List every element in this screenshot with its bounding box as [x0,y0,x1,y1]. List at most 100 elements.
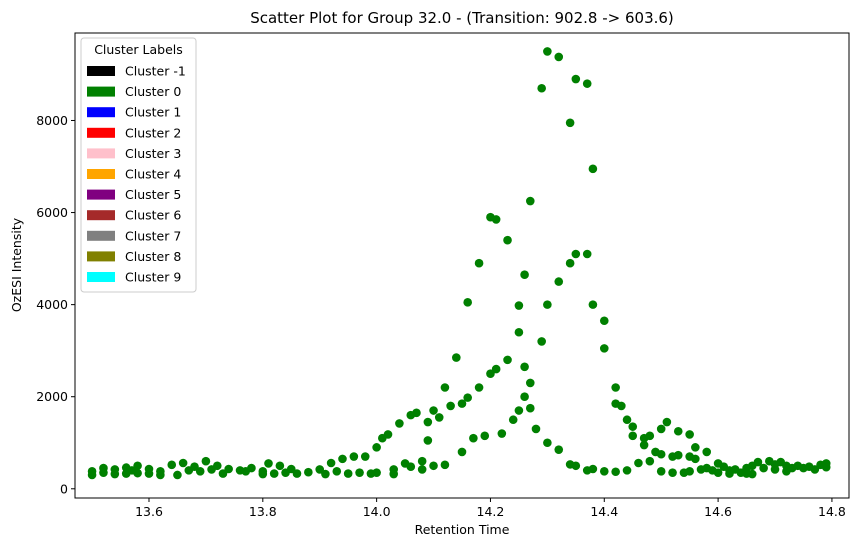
data-point [474,258,484,268]
data-point [224,464,233,474]
data-point [617,401,626,411]
legend-entries: Cluster -1 Cluster 0 Cluster 1 Cluster 2 Clu… [87,64,186,285]
data-point [645,431,655,441]
data-point [713,468,723,477]
data-point [514,406,524,415]
data-point [639,440,649,450]
data-point [258,469,268,479]
data-point [520,392,529,402]
data-point [685,430,694,439]
legend-label: Cluster 5 [125,187,181,202]
legend-swatch [87,272,115,282]
legend: Cluster Labels Cluster -1 Cluster 0 Cluste… [80,37,197,293]
data-point [440,460,450,470]
data-point [133,468,142,478]
data-point [144,469,154,478]
data-point [599,467,609,476]
data-point [201,456,211,466]
data-point [503,355,512,365]
legend-title: Cluster Labels [94,42,183,57]
x-tick-label: 13.6 [135,504,163,519]
data-point [434,413,444,422]
data-point [491,215,501,224]
data-points [87,47,831,480]
legend-label: Cluster -1 [125,64,186,79]
data-point [611,467,620,477]
data-point [87,470,97,480]
data-point [338,454,347,464]
data-point [446,401,455,411]
data-point [503,235,512,245]
data-point [599,316,609,326]
data-point [770,465,780,474]
legend-swatch [87,251,115,262]
data-point [691,454,700,464]
data-point [656,467,666,476]
data-point [565,258,575,268]
data-point [662,417,672,427]
data-point [525,196,535,206]
data-point [304,467,313,477]
data-point [588,464,598,474]
data-point [565,118,575,128]
data-point [383,430,393,439]
data-point [389,469,399,479]
data-point [99,468,108,477]
data-point [497,429,507,438]
data-point [452,353,461,362]
data-point [514,301,524,310]
x-tick-label: 14.2 [477,504,505,519]
legend-label: Cluster 8 [125,249,181,264]
data-point [588,164,598,174]
data-point [622,466,632,475]
legend-swatch [87,148,115,159]
y-axis-ticks: 0 2000 4000 6000 8000 [36,113,75,496]
x-tick-label: 14.8 [818,504,846,519]
data-point [264,459,273,468]
x-tick-label: 14.4 [590,504,618,519]
data-point [571,74,581,84]
legend-label: Cluster 6 [125,208,181,223]
data-point [372,443,381,452]
data-point [332,467,342,476]
data-point [315,465,325,474]
data-point [423,436,433,445]
legend-swatch [87,127,115,138]
data-point [588,300,598,309]
y-tick-label: 6000 [36,205,68,220]
legend-swatch [87,189,115,200]
y-tick-label: 8000 [36,113,68,128]
data-point [673,450,683,460]
data-point [417,456,427,466]
legend-label: Cluster 0 [125,84,181,99]
data-point [628,422,638,431]
data-point [286,464,296,474]
plot-frame [74,32,850,499]
data-point [508,415,518,425]
x-tick-label: 14.0 [363,504,391,519]
y-tick-label: 2000 [36,389,68,404]
data-point [457,399,467,408]
data-point [571,461,581,471]
legend-label: Cluster 3 [125,146,181,161]
data-point [269,469,279,478]
data-point [247,463,256,473]
data-point [463,393,472,402]
data-point [480,431,490,441]
x-axis-ticks: 13.6 13.8 14.0 14.2 14.4 14.6 14.8 [135,498,846,519]
data-point [537,337,546,346]
data-point [423,417,433,427]
legend-box [80,37,197,293]
data-point [440,383,450,392]
data-point [645,456,655,466]
data-point [173,470,182,480]
legend-swatch [87,210,115,221]
data-point [543,300,552,309]
data-point [656,449,666,459]
legend-label: Cluster 4 [125,167,181,182]
legend-swatch [87,66,115,76]
x-tick-label: 14.6 [704,504,732,519]
legend-label: Cluster 2 [125,125,181,140]
data-point [673,426,683,436]
